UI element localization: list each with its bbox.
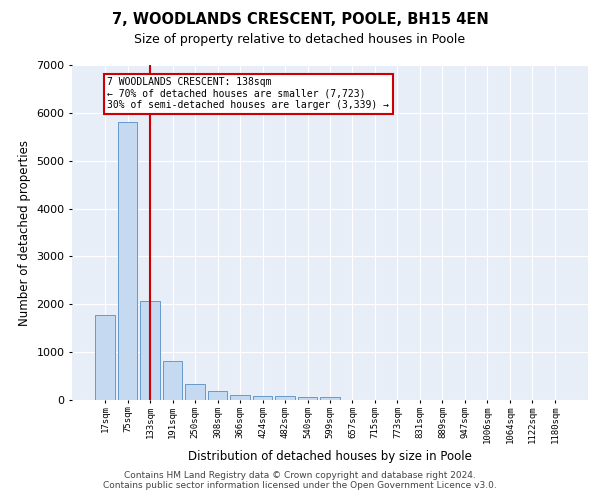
Bar [298,397,317,400]
Bar [230,394,250,400]
Bar [118,122,137,400]
Text: Size of property relative to detached houses in Poole: Size of property relative to detached ho… [134,32,466,46]
Bar [320,398,340,400]
Bar [185,384,205,400]
Text: 7 WOODLANDS CRESCENT: 138sqm
← 70% of detached houses are smaller (7,723)
30% of: 7 WOODLANDS CRESCENT: 138sqm ← 70% of de… [107,77,389,110]
Text: Contains HM Land Registry data © Crown copyright and database right 2024.
Contai: Contains HM Land Registry data © Crown c… [103,470,497,490]
X-axis label: Distribution of detached houses by size in Poole: Distribution of detached houses by size … [188,450,472,463]
Bar [208,391,227,400]
Bar [95,315,115,400]
Bar [275,396,295,400]
Bar [140,302,160,400]
Y-axis label: Number of detached properties: Number of detached properties [17,140,31,326]
Bar [253,396,272,400]
Text: 7, WOODLANDS CRESCENT, POOLE, BH15 4EN: 7, WOODLANDS CRESCENT, POOLE, BH15 4EN [112,12,488,28]
Bar [163,361,182,400]
